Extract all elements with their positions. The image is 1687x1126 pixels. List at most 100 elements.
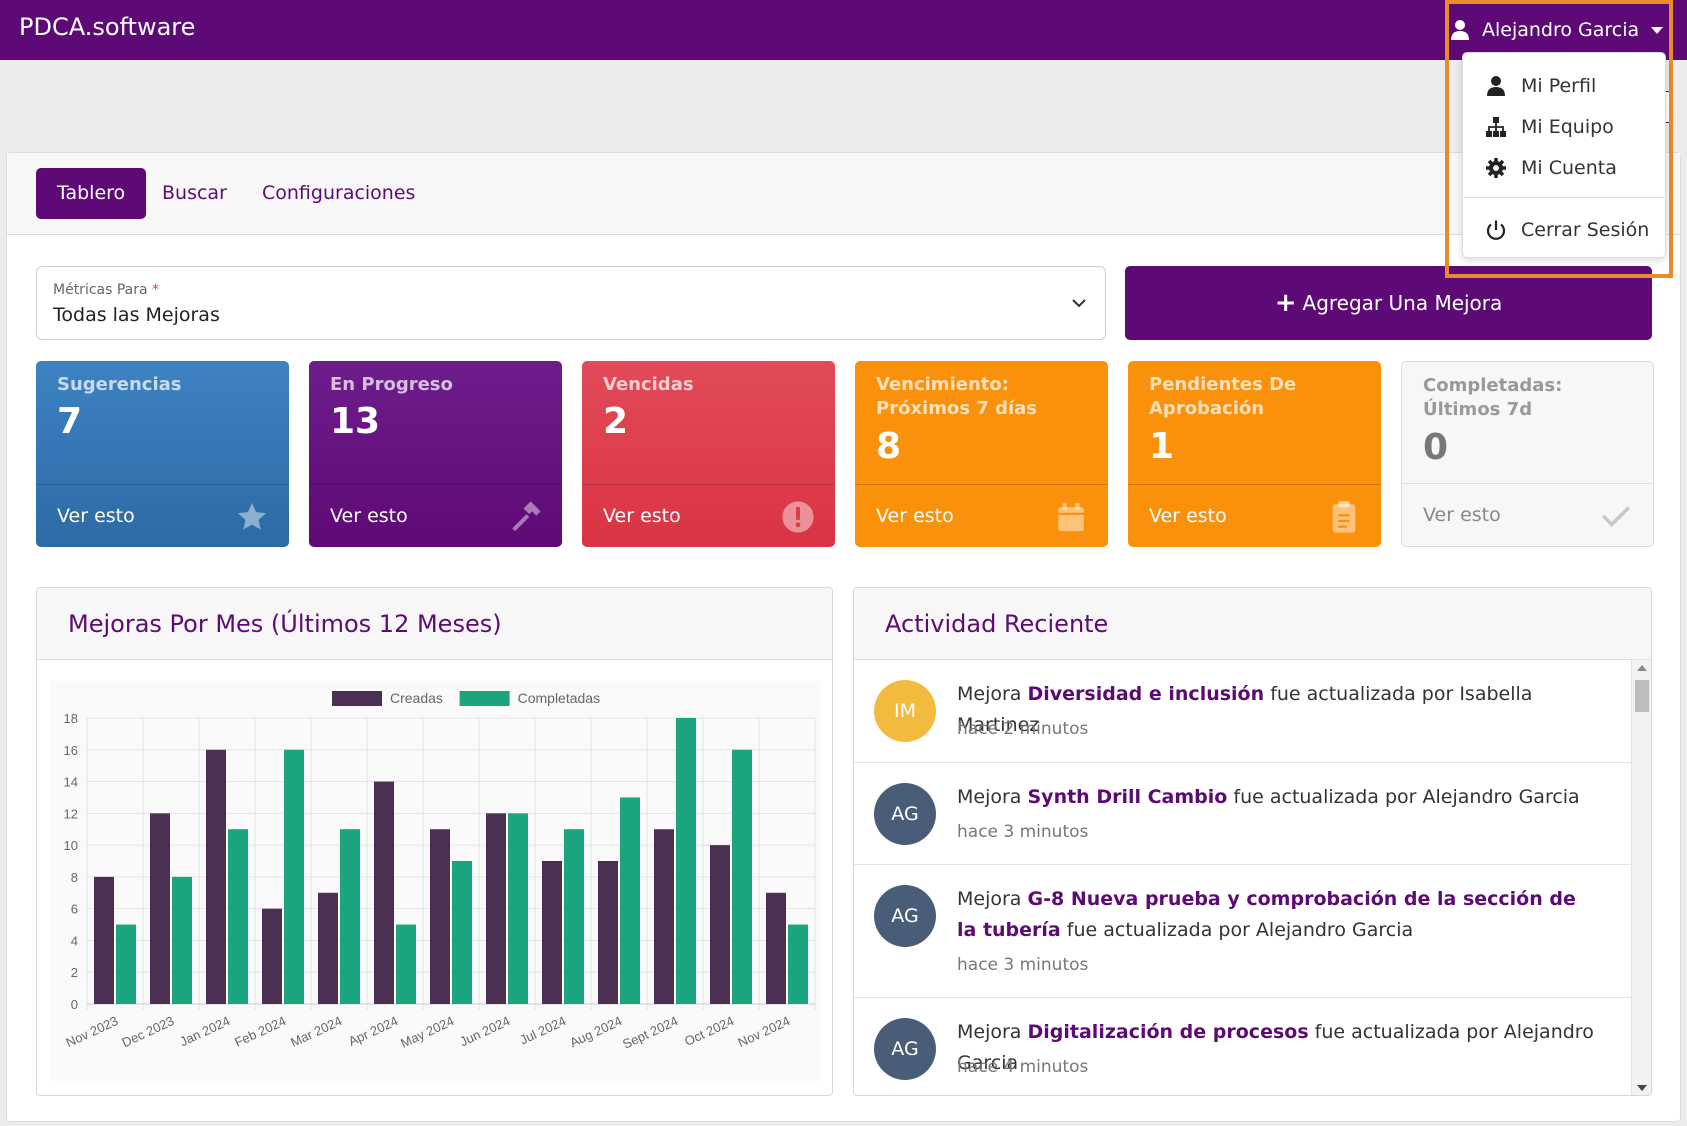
y-tick-label: 0 xyxy=(71,997,78,1012)
chart-panel-header: Mejoras Por Mes (Últimos 12 Meses) xyxy=(37,588,832,660)
card-en-progreso: En Progreso 13 Ver esto xyxy=(309,361,562,547)
alert-circle-icon xyxy=(782,501,814,533)
user-menu-toggle[interactable]: Alejandro Garcia xyxy=(1450,10,1664,50)
scroll-up-arrow-icon[interactable] xyxy=(1637,665,1647,671)
menu-item-mi-cuenta[interactable]: Mi Cuenta xyxy=(1463,149,1665,187)
card-view-link[interactable]: Ver esto xyxy=(1402,483,1653,546)
menu-item-cerrar-sesion[interactable]: Cerrar Sesión xyxy=(1463,211,1665,249)
card-value: 1 xyxy=(1149,426,1175,467)
metrics-select[interactable]: Métricas Para * Todas las Mejoras xyxy=(36,266,1106,340)
avatar: IM xyxy=(874,680,936,742)
activity-scrollbar[interactable] xyxy=(1631,660,1651,1095)
card-value: 0 xyxy=(1423,427,1449,468)
user-name: Alejandro Garcia xyxy=(1482,19,1640,41)
tab-tablero[interactable]: Tablero xyxy=(36,168,147,219)
bar-completadas xyxy=(676,718,696,1004)
hammer-icon xyxy=(512,501,541,532)
bar-creadas xyxy=(262,908,282,1004)
improvement-link[interactable]: Synth Drill Cambio xyxy=(1027,786,1228,808)
bar-creadas xyxy=(766,892,786,1004)
menu-item-label: Cerrar Sesión xyxy=(1521,219,1650,241)
clipboard-icon xyxy=(1332,501,1356,533)
scroll-thumb[interactable] xyxy=(1635,680,1649,712)
card-view-link[interactable]: Ver esto xyxy=(1128,484,1381,547)
top-navbar: PDCA.software Alejandro Garcia xyxy=(0,0,1687,60)
card-view-link[interactable]: Ver esto xyxy=(855,484,1108,547)
subheader xyxy=(0,60,1687,152)
bar-creadas xyxy=(654,829,674,1004)
avatar: AG xyxy=(874,885,936,947)
legend-label: Creadas xyxy=(390,690,443,706)
y-tick-label: 16 xyxy=(64,743,78,758)
bar-completadas xyxy=(284,749,304,1004)
card-link-label: Ver esto xyxy=(57,505,135,527)
card-title: Vencimiento: Próximos 7 días xyxy=(876,374,1038,419)
required-mark: * xyxy=(152,282,160,298)
card-vencidas: Vencidas 2 Ver esto xyxy=(582,361,835,547)
tab-bar: Tablero Buscar Configuraciones xyxy=(7,153,1680,235)
menu-divider xyxy=(1463,197,1665,198)
bar-creadas xyxy=(430,829,450,1004)
bar-creadas xyxy=(710,845,730,1004)
bar-completadas xyxy=(452,861,472,1004)
bar-creadas xyxy=(206,749,226,1004)
brand-logo[interactable]: PDCA.software xyxy=(19,13,196,41)
card-title: Pendientes De Aprobación xyxy=(1149,374,1297,419)
activity-panel-header: Actividad Reciente xyxy=(854,588,1651,660)
user-dropdown-menu: Mi Perfil Mi Equipo Mi Cuenta Cerrar Ses… xyxy=(1462,52,1666,258)
power-icon xyxy=(1486,220,1506,240)
menu-item-label: Mi Perfil xyxy=(1521,75,1597,97)
add-improvement-button[interactable]: + Agregar Una Mejora xyxy=(1125,266,1652,340)
card-title: Sugerencias xyxy=(57,374,182,395)
bar-completadas xyxy=(788,924,808,1004)
dashboard-card: Tablero Buscar Configuraciones Métricas … xyxy=(6,152,1681,1122)
y-tick-label: 2 xyxy=(71,965,78,980)
menu-item-mi-perfil[interactable]: Mi Perfil xyxy=(1463,67,1665,105)
avatar: AG xyxy=(874,1018,936,1080)
card-vencimiento: Vencimiento: Próximos 7 días 8 Ver esto xyxy=(855,361,1108,547)
activity-item: AG Mejora Digitalización de procesos fue… xyxy=(854,998,1631,1095)
bar-completadas xyxy=(564,829,584,1004)
tab-buscar[interactable]: Buscar xyxy=(162,182,227,204)
y-tick-label: 4 xyxy=(71,933,78,948)
bar-creadas xyxy=(598,861,618,1004)
bar-completadas xyxy=(116,924,136,1004)
bar-completadas xyxy=(732,749,752,1004)
card-link-label: Ver esto xyxy=(1149,505,1227,527)
legend-swatch xyxy=(332,691,382,706)
bar-completadas xyxy=(396,924,416,1004)
card-sugerencias: Sugerencias 7 Ver esto xyxy=(36,361,289,547)
card-link-label: Ver esto xyxy=(603,505,681,527)
metrics-select-label: Métricas Para * xyxy=(53,282,160,298)
y-tick-label: 10 xyxy=(64,838,78,853)
card-view-link[interactable]: Ver esto xyxy=(36,484,289,547)
activity-time: hace 2 minutos xyxy=(957,719,1089,739)
card-title: Vencidas xyxy=(603,374,694,395)
menu-item-label: Mi Cuenta xyxy=(1521,157,1617,179)
plus-icon: + xyxy=(1274,288,1297,318)
calendar-icon xyxy=(1058,502,1084,532)
chevron-down-icon xyxy=(1072,299,1086,308)
activity-item: AG Mejora G-8 Nueva prueba y comprobació… xyxy=(854,865,1631,998)
card-view-link[interactable]: Ver esto xyxy=(309,484,562,547)
activity-time: hace 3 minutos xyxy=(957,955,1089,975)
y-tick-label: 18 xyxy=(64,711,78,726)
activity-text: Mejora Digitalización de procesos fue ac… xyxy=(957,1021,1594,1074)
improvement-link[interactable]: Diversidad e inclusión xyxy=(1027,683,1265,705)
card-value: 7 xyxy=(57,401,83,442)
card-completadas: Completadas: Últimos 7d 0 Ver esto xyxy=(1401,361,1654,547)
scroll-down-arrow-icon[interactable] xyxy=(1637,1085,1647,1091)
y-tick-label: 6 xyxy=(71,902,78,917)
improvement-link[interactable]: Digitalización de procesos xyxy=(1027,1021,1309,1043)
card-link-label: Ver esto xyxy=(876,505,954,527)
tab-configuraciones[interactable]: Configuraciones xyxy=(262,182,416,204)
legend-label: Completadas xyxy=(518,690,601,706)
activity-list: IM Mejora Diversidad e inclusión fue act… xyxy=(854,660,1631,1095)
card-view-link[interactable]: Ver esto xyxy=(582,484,835,547)
menu-item-mi-equipo[interactable]: Mi Equipo xyxy=(1463,108,1665,146)
bar-creadas xyxy=(486,813,506,1004)
improvement-link[interactable]: G-8 Nueva prueba y comprobación de la se… xyxy=(957,888,1576,941)
activity-time: hace 4 minutos xyxy=(957,1057,1089,1077)
activity-item: AG Mejora Synth Drill Cambio fue actuali… xyxy=(854,763,1631,865)
